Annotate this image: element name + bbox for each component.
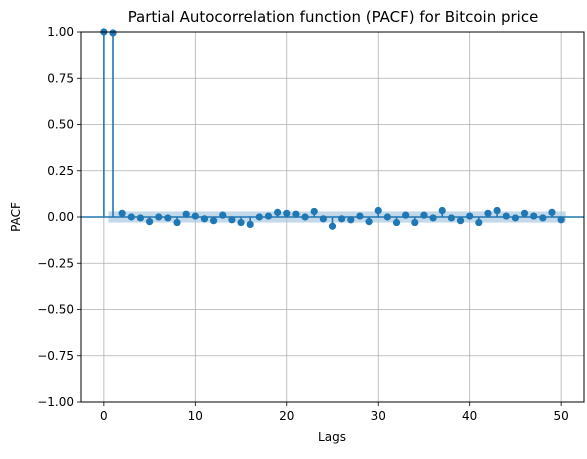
marker-lag-33 xyxy=(402,211,410,219)
x-tick-label-1: 10 xyxy=(188,409,203,423)
marker-lag-23 xyxy=(310,207,318,216)
x-axis-ticks: 0 10 20 30 40 50 xyxy=(100,402,569,423)
marker-lag-17 xyxy=(255,213,263,221)
marker-lag-1 xyxy=(109,29,117,37)
marker-lag-18 xyxy=(264,212,273,220)
markers xyxy=(100,28,565,230)
marker-lag-42 xyxy=(484,209,492,217)
y-tick-label-5: 0.25 xyxy=(47,164,74,178)
y-tick-label-4: 0.00 xyxy=(47,210,74,224)
stems xyxy=(103,32,562,227)
marker-lag-13 xyxy=(219,211,227,219)
x-tick-label-2: 20 xyxy=(279,409,294,423)
marker-lag-39 xyxy=(456,217,465,225)
marker-lag-11 xyxy=(200,215,209,223)
marker-lag-15 xyxy=(237,218,245,227)
x-tick-label-5: 50 xyxy=(553,409,568,423)
marker-lag-38 xyxy=(447,214,455,222)
marker-lag-26 xyxy=(338,215,346,223)
y-axis-ticks: −1.00 −0.75 −0.50 −0.25 0.00 0.25 0.50 0.75 1.00 xyxy=(37,25,81,409)
y-tick-label-0: −1.00 xyxy=(37,395,74,409)
y-tick-label-8: 1.00 xyxy=(47,25,74,39)
marker-lag-47 xyxy=(530,212,538,220)
y-tick-label-7: 0.75 xyxy=(47,71,74,85)
marker-lag-35 xyxy=(420,211,428,219)
marker-lag-5 xyxy=(145,218,154,226)
marker-lag-27 xyxy=(347,216,355,224)
marker-lag-9 xyxy=(182,210,190,218)
x-tick-label-4: 40 xyxy=(462,409,477,423)
marker-lag-34 xyxy=(411,218,419,227)
marker-lag-19 xyxy=(274,208,282,216)
y-tick-label-3: −0.25 xyxy=(37,256,74,270)
marker-lag-3 xyxy=(127,213,135,221)
marker-lag-6 xyxy=(155,213,163,221)
marker-lag-14 xyxy=(228,216,236,224)
marker-lag-7 xyxy=(164,214,172,222)
y-tick-label-2: −0.50 xyxy=(37,303,74,317)
marker-lag-30 xyxy=(374,206,382,215)
marker-lag-4 xyxy=(136,214,145,222)
marker-lag-21 xyxy=(292,210,300,218)
marker-lag-49 xyxy=(548,208,556,216)
marker-lag-45 xyxy=(511,214,520,222)
x-axis-label: Lags xyxy=(318,430,346,444)
marker-lag-12 xyxy=(210,217,218,225)
marker-lag-48 xyxy=(539,214,547,222)
x-tick-label-3: 30 xyxy=(371,409,386,423)
marker-lag-37 xyxy=(438,206,446,215)
marker-lag-41 xyxy=(475,218,483,227)
marker-lag-50 xyxy=(557,216,565,224)
marker-lag-25 xyxy=(328,222,337,230)
marker-lag-2 xyxy=(118,209,126,217)
y-tick-label-6: 0.50 xyxy=(47,118,74,132)
marker-lag-31 xyxy=(383,213,391,221)
marker-lag-40 xyxy=(466,212,474,220)
marker-lag-22 xyxy=(301,213,309,221)
marker-lag-46 xyxy=(520,209,529,217)
marker-lag-10 xyxy=(191,212,199,220)
marker-lag-36 xyxy=(429,214,437,222)
marker-lag-28 xyxy=(356,212,364,220)
marker-lag-29 xyxy=(365,218,373,226)
x-tick-label-0: 0 xyxy=(100,409,108,423)
y-tick-label-1: −0.75 xyxy=(37,349,74,363)
chart-title: Partial Autocorrelation function (PACF) … xyxy=(128,8,539,26)
marker-lag-8 xyxy=(173,218,181,227)
marker-lag-44 xyxy=(502,212,510,220)
marker-lag-32 xyxy=(392,218,401,227)
marker-lag-20 xyxy=(283,209,291,217)
marker-lag-24 xyxy=(319,215,327,223)
marker-lag-16 xyxy=(246,220,254,228)
marker-lag-43 xyxy=(493,206,501,215)
y-axis-label: PACF xyxy=(9,202,23,232)
